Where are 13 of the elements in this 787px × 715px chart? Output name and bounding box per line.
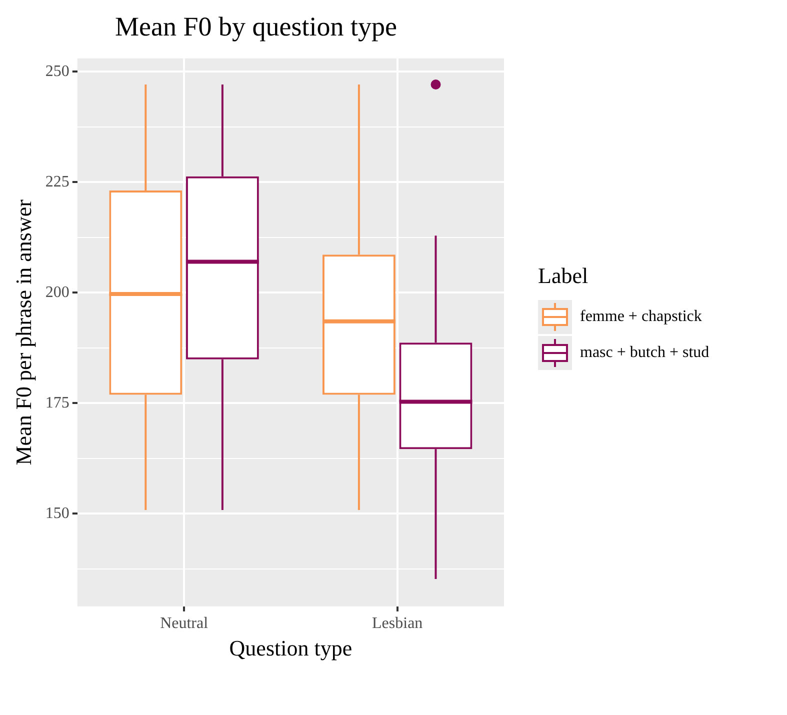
chart-title: Mean F0 by question type xyxy=(115,11,397,42)
x-axis-title: Question type xyxy=(229,636,352,661)
x-tick-label: Lesbian xyxy=(372,615,423,632)
x-tick-label: Neutral xyxy=(160,615,209,632)
legend-title: Label xyxy=(538,263,590,289)
y-axis-title: Mean F0 per phrase in answer xyxy=(10,198,36,466)
y-tick-label: 225 xyxy=(45,173,70,190)
legend-label: masc + butch + stud xyxy=(580,344,710,362)
y-tick-label: 175 xyxy=(45,394,70,412)
y-tick-label: 200 xyxy=(45,284,70,301)
legend-label: femme + chapstick xyxy=(580,308,702,326)
y-tick-label: 150 xyxy=(45,504,70,522)
y-tick-label: 250 xyxy=(45,62,70,80)
